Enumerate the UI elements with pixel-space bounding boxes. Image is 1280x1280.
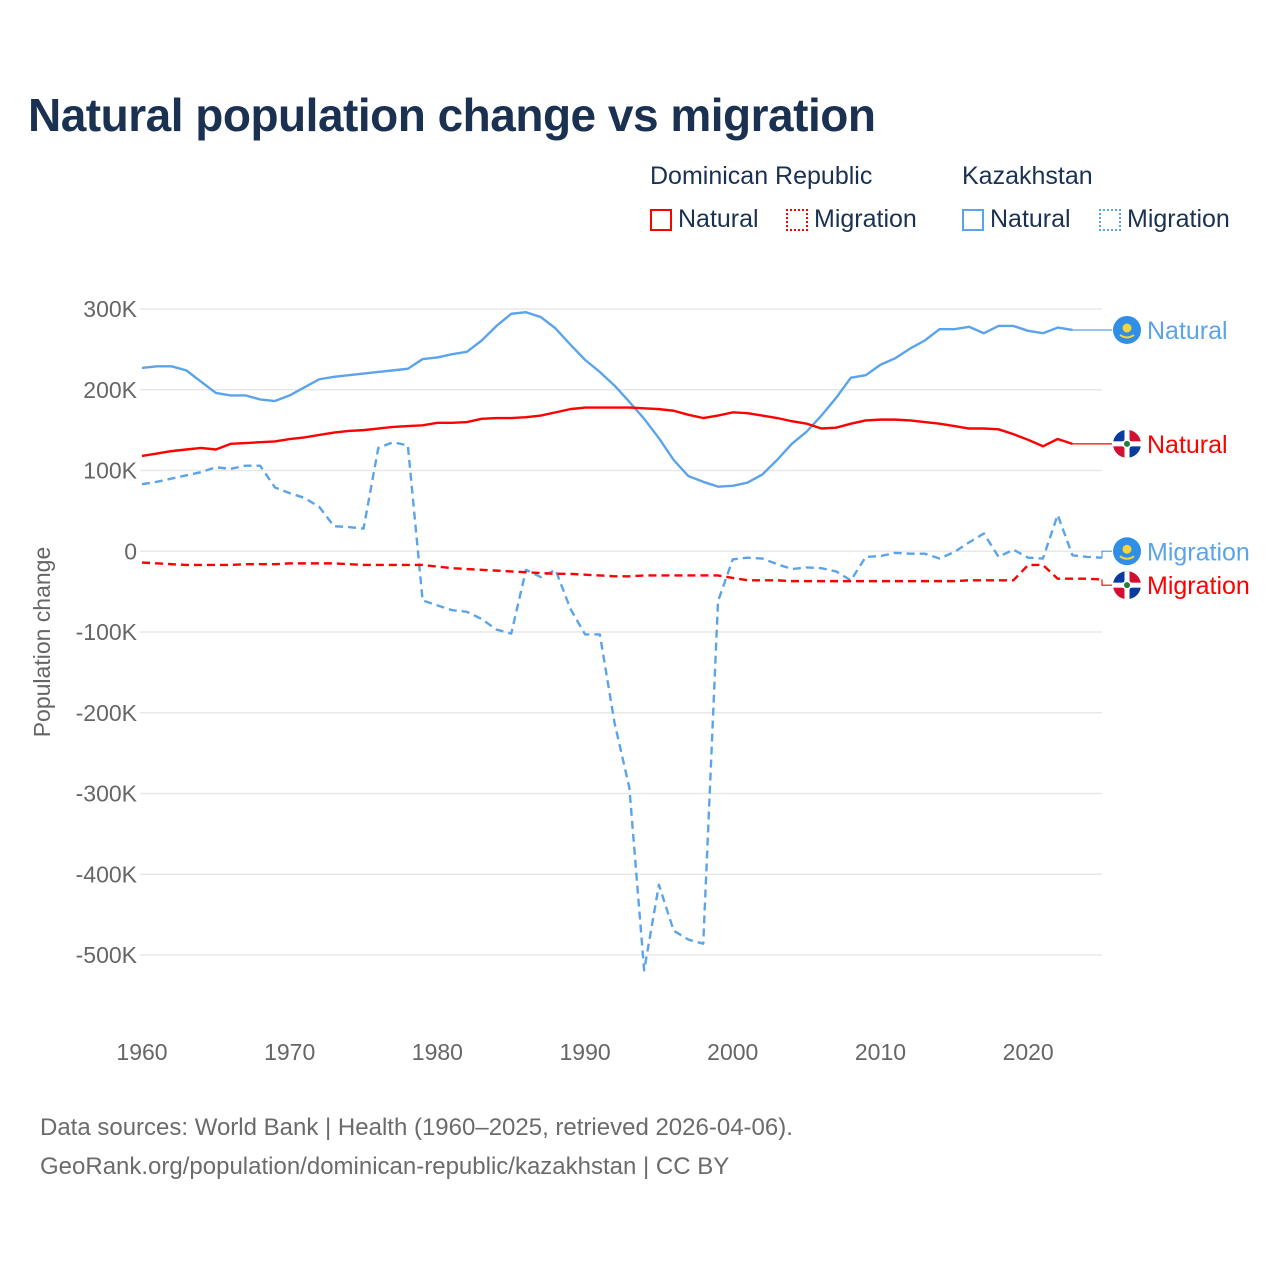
y-tick-label: 200K <box>83 377 137 403</box>
legend-item-kz-natural[interactable]: Natural <box>962 205 1071 234</box>
x-tick-label: 1980 <box>412 1039 463 1065</box>
series-end-label: Migration <box>1147 572 1250 600</box>
legend-swatch-dotted <box>786 208 808 231</box>
y-tick-label: -400K <box>76 861 138 887</box>
x-tick-label: 2020 <box>1003 1039 1054 1065</box>
legend-label: Natural <box>678 205 759 233</box>
flag-q <box>1113 443 1127 458</box>
x-tick-label: 1970 <box>264 1039 315 1065</box>
series-end-label: Natural <box>1147 431 1228 459</box>
legend-group-kazakhstan: Kazakhstan <box>962 162 1093 190</box>
source-line-2[interactable]: GeoRank.org/population/dominican-republi… <box>40 1153 730 1180</box>
series-line-kazakhstan-natural <box>141 311 1073 488</box>
y-tick-label: -500K <box>76 942 138 968</box>
flag-sun <box>1122 544 1132 554</box>
legend-swatch-dotted <box>1099 208 1121 231</box>
label-connector <box>1101 550 1112 558</box>
source-line-1: Data sources: World Bank | Health (1960–… <box>40 1114 793 1141</box>
legend-group-dominican-republic: Dominican Republic <box>650 162 873 190</box>
legend-item-dr-migration[interactable]: Migration <box>786 205 917 234</box>
flag-q <box>1127 571 1141 586</box>
flag-q <box>1127 429 1141 444</box>
flag-sun <box>1122 323 1132 333</box>
chart-title: Natural population change vs migration <box>28 89 876 141</box>
label-connector <box>1101 579 1112 586</box>
flag-q <box>1113 429 1127 444</box>
x-tick-label: 2010 <box>855 1039 906 1065</box>
y-tick-label: -300K <box>76 781 138 807</box>
x-tick-label: 1990 <box>559 1039 610 1065</box>
dominican-republic-flag-icon <box>1113 429 1141 458</box>
y-tick-label: -200K <box>76 700 138 726</box>
flag-q <box>1127 443 1141 458</box>
legend-label: Natural <box>990 205 1071 233</box>
legend-swatch-solid <box>962 208 984 231</box>
series-end-label: Natural <box>1147 317 1228 345</box>
x-tick-label: 1960 <box>116 1039 167 1065</box>
y-tick-label: 100K <box>83 458 137 484</box>
y-tick-label: -100K <box>76 619 138 645</box>
legend-label: Migration <box>814 205 917 233</box>
y-tick-label: 0 <box>124 538 137 564</box>
y-tick-label: 300K <box>83 296 137 322</box>
legend-label: Migration <box>1127 205 1230 233</box>
y-axis-label: Population change <box>29 547 55 738</box>
flag-q <box>1113 571 1127 586</box>
series-end-label: Migration <box>1147 538 1250 566</box>
flag-q <box>1127 585 1141 600</box>
legend-item-kz-migration[interactable]: Migration <box>1099 205 1230 234</box>
flag-q <box>1113 585 1127 600</box>
flag-emblem <box>1124 440 1130 447</box>
flag-emblem <box>1124 582 1130 589</box>
series-line-dominican-republic-migration <box>141 561 1103 583</box>
flag-eagle <box>1119 334 1135 339</box>
series-line-kazakhstan-migration <box>141 441 1103 972</box>
flag-eagle <box>1119 555 1135 560</box>
series-line-dominican-republic-natural <box>141 406 1073 458</box>
legend-item-dr-natural[interactable]: Natural <box>650 205 759 234</box>
dominican-republic-flag-icon <box>1113 571 1141 600</box>
legend-swatch-solid <box>650 208 672 231</box>
x-tick-label: 2000 <box>707 1039 758 1065</box>
source-note: Data sources: World Bank | Health (1960–… <box>40 1108 793 1186</box>
